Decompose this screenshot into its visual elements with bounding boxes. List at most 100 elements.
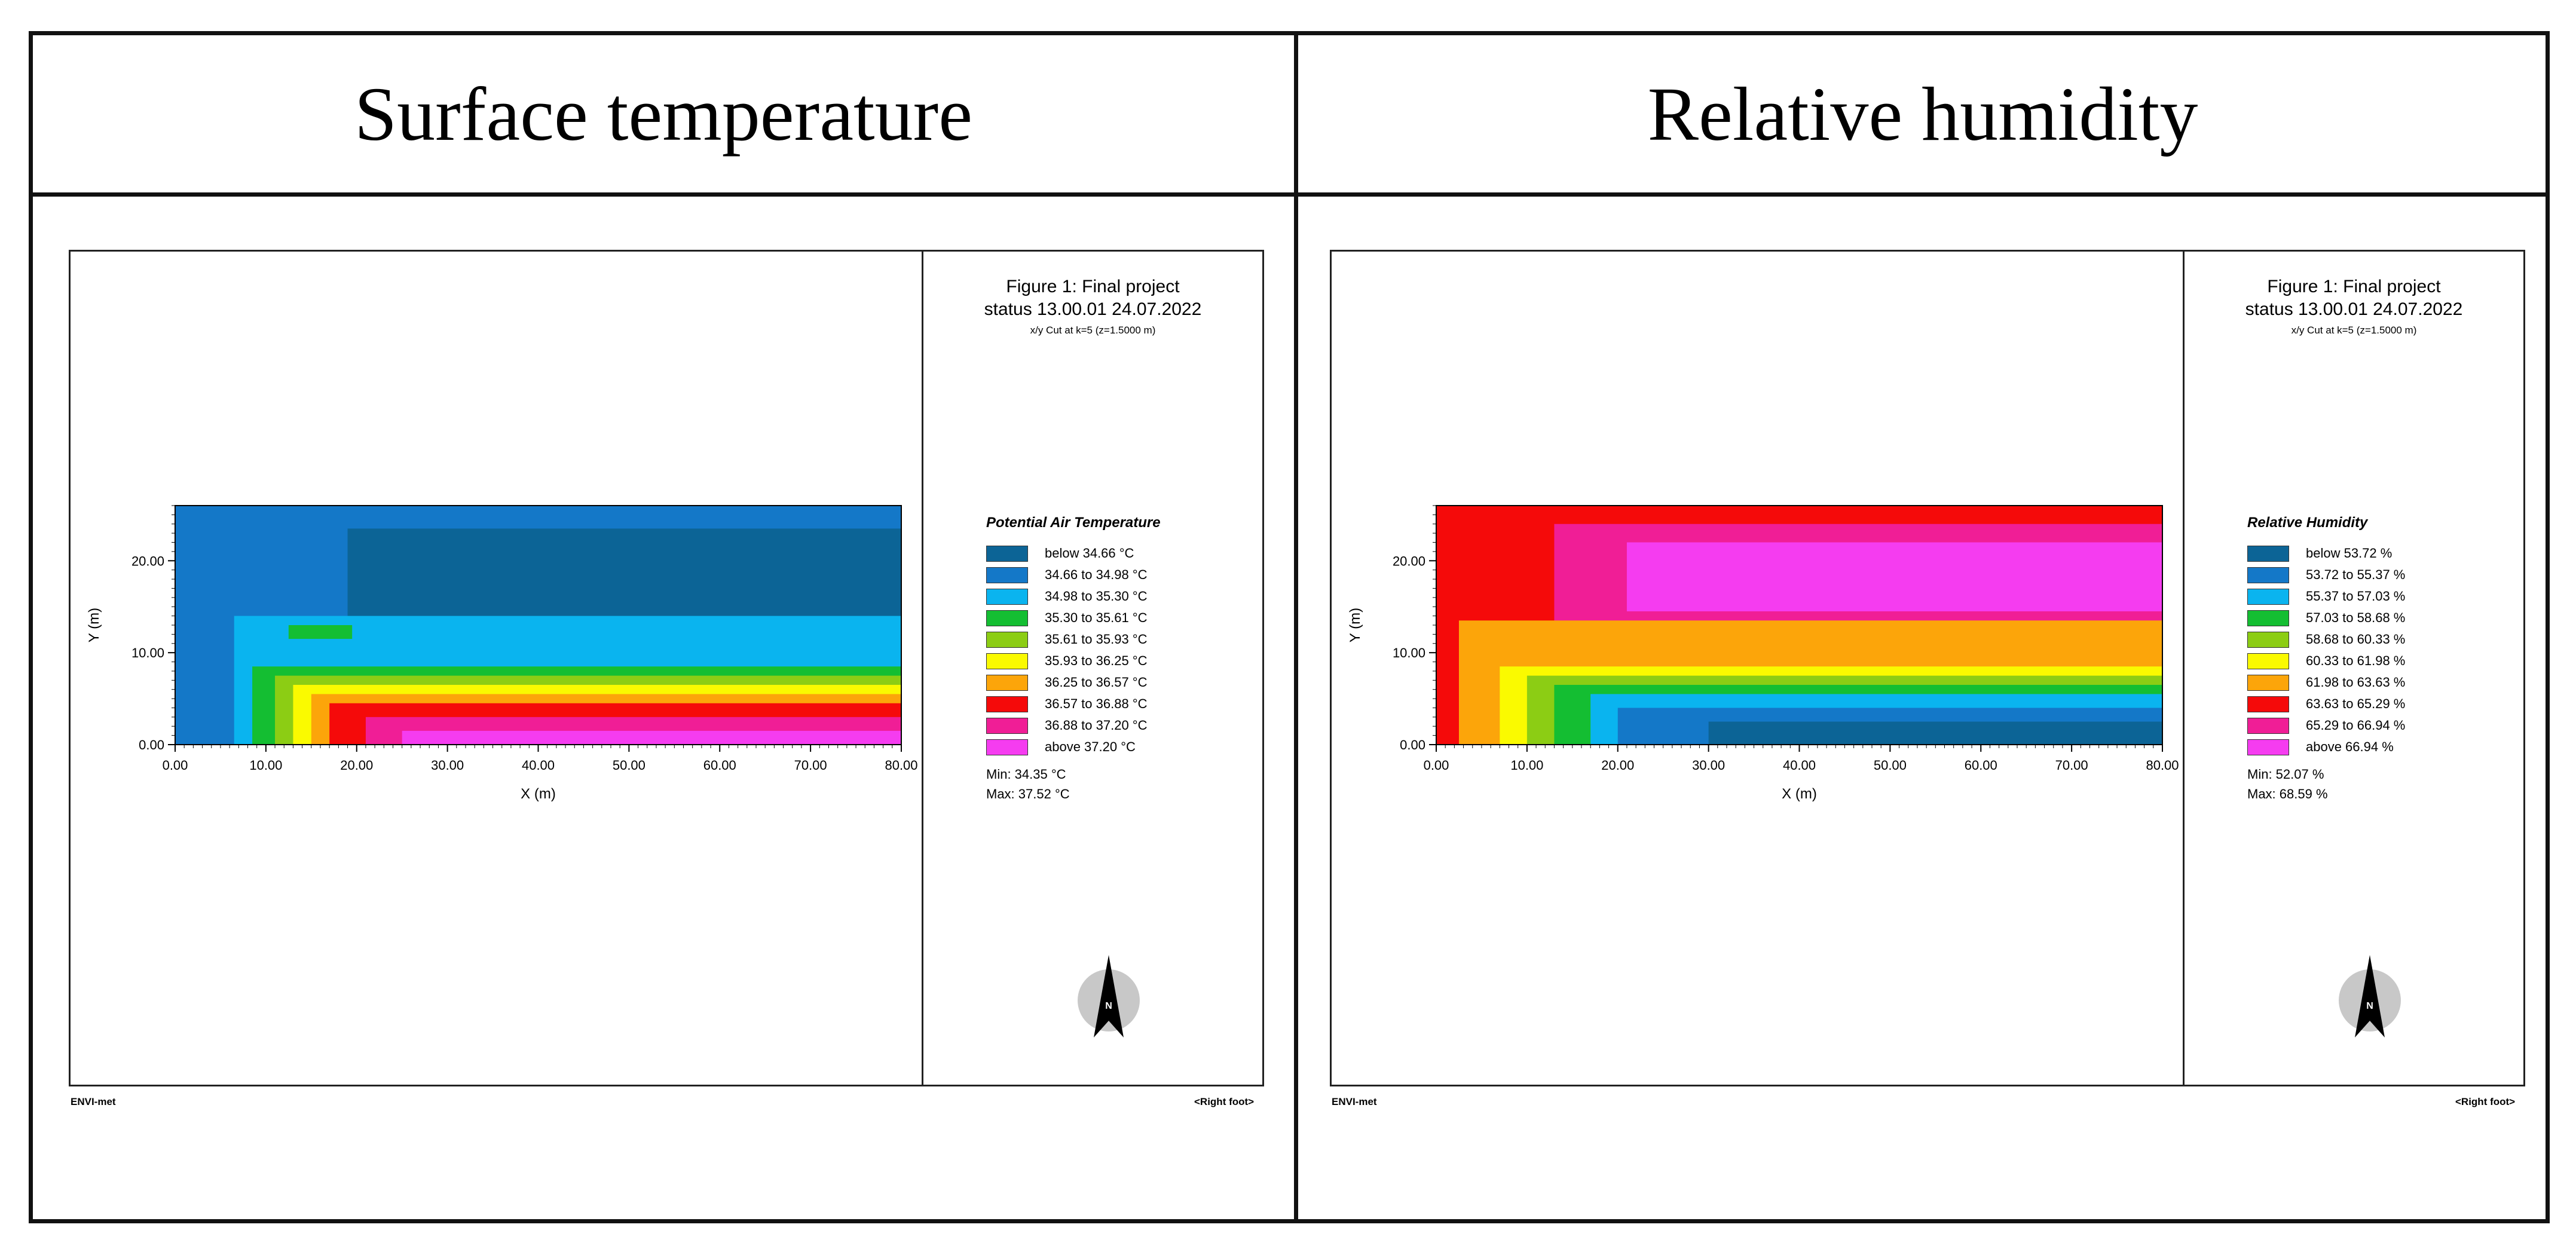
figure-title: Figure 1: Final project status 13.00.01 … — [984, 277, 1202, 319]
legend-label: 36.57 to 36.88 °C — [1045, 696, 1148, 711]
legend-swatch — [986, 545, 1028, 562]
y-axis-label: Y (m) — [86, 608, 102, 642]
legend-title: Relative Humidity — [2247, 515, 2368, 531]
heatmap-region — [402, 730, 901, 745]
humidity-panel: 0.00 10.00 20.00 30.00 40.00 50.00 60.00 70.00 8… — [1330, 250, 2525, 1086]
legend-swatch — [2247, 717, 2289, 734]
x-tick-label: 60.00 — [1965, 758, 1997, 773]
x-tick-label: 10.00 — [1510, 758, 1543, 773]
compass-letter: N — [2366, 1001, 2373, 1011]
x-tick-label: 0.00 — [1424, 758, 1449, 773]
legend-swatch — [986, 588, 1028, 605]
legend-swatch — [986, 739, 1028, 755]
x-tick-label: 70.00 — [2055, 758, 2088, 773]
header-relative-humidity: Relative humidity — [1647, 71, 2198, 157]
legend-swatch — [2247, 567, 2289, 583]
legend-entry: 57.03 to 58.68 % — [2247, 609, 2405, 627]
legend-label: above 66.94 % — [2306, 739, 2394, 754]
legend-label: 36.88 to 37.20 °C — [1045, 718, 1148, 733]
x-tick-label: 60.00 — [703, 758, 736, 773]
legend-swatch — [986, 674, 1028, 691]
legend-label: 63.63 to 65.29 % — [2306, 696, 2406, 711]
legend-entry: 34.98 to 35.30 °C — [986, 587, 1147, 605]
legend-entry: 58.68 to 60.33 % — [2247, 630, 2405, 648]
legend-swatch — [2247, 653, 2289, 669]
x-tick-label: 70.00 — [794, 758, 827, 773]
legend-swatch — [2247, 588, 2289, 605]
x-axis-label: X (m) — [1782, 786, 1817, 802]
figure-title: Figure 1: Final project status 13.00.01 … — [2245, 277, 2463, 319]
cut-label: x/y Cut at k=5 (z=1.5000 m) — [2291, 325, 2417, 336]
legend-swatch — [2247, 545, 2289, 562]
legend-swatch — [2247, 739, 2289, 755]
max-label: Max: 37.52 °C — [986, 786, 1070, 801]
min-label: Min: 34.35 °C — [986, 767, 1066, 782]
y-tick-label: 10.00 — [131, 645, 164, 660]
legend-entry: below 34.66 °C — [986, 544, 1134, 562]
legend-entry: 63.63 to 65.29 % — [2247, 695, 2405, 713]
legend-swatch — [986, 696, 1028, 712]
footer-left: ENVI-met — [71, 1096, 116, 1107]
legend-label: above 37.20 °C — [1045, 739, 1136, 754]
x-tick-label: 20.00 — [340, 758, 373, 773]
footer-right: <Right foot> — [2455, 1096, 2516, 1107]
legend-entry: 36.88 to 37.20 °C — [986, 717, 1147, 734]
column-divider — [1294, 31, 1298, 1223]
legend-entry: 61.98 to 63.63 % — [2247, 674, 2405, 691]
legend-entry: 36.57 to 36.88 °C — [986, 695, 1147, 713]
legend-swatch — [986, 717, 1028, 734]
x-tick-label: 30.00 — [1692, 758, 1725, 773]
temperature-panel: 0.00 10.00 20.00 30.00 40.00 50.00 60.00 70.00 8… — [69, 250, 1264, 1086]
legend-label: 55.37 to 57.03 % — [2306, 589, 2406, 604]
legend-label: below 53.72 % — [2306, 546, 2393, 561]
legend-swatch — [2247, 696, 2289, 712]
legend-swatch — [2247, 631, 2289, 648]
x-tick-label: 20.00 — [1601, 758, 1634, 773]
header-divider — [29, 192, 2550, 197]
heatmap-region — [1626, 542, 2162, 611]
y-tick-label: 20.00 — [1393, 553, 1425, 568]
compass-letter: N — [1105, 1001, 1112, 1011]
legend-swatch — [986, 653, 1028, 669]
footer-left: ENVI-met — [1332, 1096, 1377, 1107]
temperature-legend-box: Figure 1: Final project status 13.00.01 … — [922, 252, 1262, 1085]
legend-label: 35.93 to 36.25 °C — [1045, 653, 1148, 668]
temperature-map-svg: 0.00 10.00 20.00 30.00 40.00 50.00 60.00 70.00 8… — [86, 505, 918, 802]
min-label: Min: 52.07 % — [2247, 767, 2324, 782]
legend-entry: 65.29 to 66.94 % — [2247, 717, 2405, 734]
north-arrow-icon: N — [2339, 955, 2401, 1037]
x-tick-label: 80.00 — [2146, 758, 2179, 773]
legend-label: below 34.66 °C — [1045, 546, 1134, 561]
legend-swatch — [986, 610, 1028, 626]
legend-entry: 53.72 to 55.37 % — [2247, 566, 2405, 584]
legend-label: 34.98 to 35.30 °C — [1045, 589, 1148, 604]
x-tick-label: 10.00 — [249, 758, 282, 773]
x-tick-label: 50.00 — [1874, 758, 1907, 773]
legend-entry: below 53.72 % — [2247, 544, 2392, 562]
humidity-legend-box: Figure 1: Final project status 13.00.01 … — [2183, 252, 2523, 1085]
y-tick-label: 10.00 — [1393, 645, 1425, 660]
legend-label: 34.66 to 34.98 °C — [1045, 567, 1148, 582]
legend-entry: 34.66 to 34.98 °C — [986, 566, 1147, 584]
outer-frame — [29, 31, 2550, 1223]
legend-entry: above 66.94 % — [2247, 738, 2394, 756]
legend-swatch — [986, 567, 1028, 583]
x-tick-label: 0.00 — [163, 758, 188, 773]
legend-swatch — [986, 631, 1028, 648]
legend-label: 35.30 to 35.61 °C — [1045, 610, 1148, 625]
legend-label: 58.68 to 60.33 % — [2306, 632, 2406, 647]
y-tick-label: 0.00 — [1400, 737, 1425, 752]
legend-entry: 35.93 to 36.25 °C — [986, 652, 1147, 670]
legend-label: 57.03 to 58.68 % — [2306, 610, 2406, 625]
legend-label: 61.98 to 63.63 % — [2306, 675, 2406, 690]
heatmap-region — [1708, 721, 2162, 745]
legend-entry: 36.25 to 36.57 °C — [986, 674, 1147, 691]
legend-label: 53.72 to 55.37 % — [2306, 567, 2406, 582]
x-tick-label: 30.00 — [431, 758, 464, 773]
x-axis-label: X (m) — [521, 786, 556, 802]
y-axis-label: Y (m) — [1347, 608, 1363, 642]
heatmap-region — [288, 625, 353, 639]
legend-entry: 55.37 to 57.03 % — [2247, 587, 2405, 605]
heatmap-region — [347, 528, 901, 621]
legend-label: 60.33 to 61.98 % — [2306, 653, 2406, 668]
